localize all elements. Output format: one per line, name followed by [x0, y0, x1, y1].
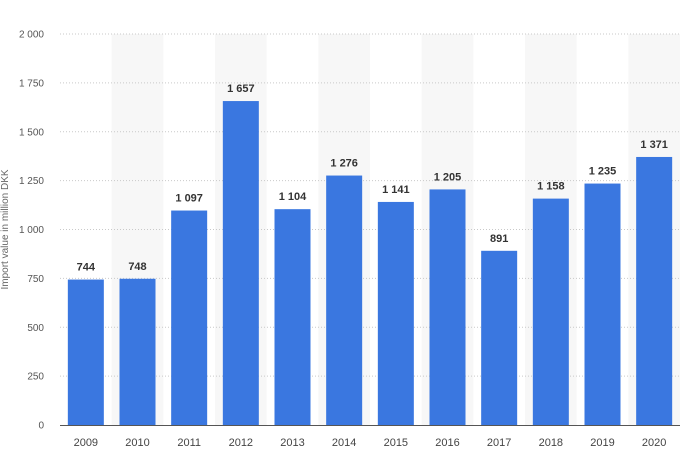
y-tick-label: 1 000	[19, 225, 44, 236]
data-labels: 744 748 1 097 1 657 1 104 1 276 1 141 1 205 891 1…	[77, 83, 668, 273]
data-label-2017: 891	[490, 233, 508, 245]
data-label-2018: 1 158	[537, 181, 565, 193]
x-tick-label-2010: 2010	[125, 437, 149, 449]
bar-2018	[532, 198, 569, 425]
bar-2009	[67, 279, 104, 425]
x-tick-label-2020: 2020	[642, 437, 666, 449]
data-label-2009: 744	[77, 262, 96, 274]
y-axis-label: Import value in million DKK	[0, 169, 11, 289]
y-tick-label: 500	[27, 323, 44, 334]
data-label-2013: 1 104	[279, 191, 307, 203]
gridlines	[60, 33, 680, 377]
y-tick-label: 1 500	[19, 127, 44, 138]
bar-2013	[274, 209, 311, 425]
x-tick-label-2014: 2014	[332, 437, 356, 449]
data-label-2010: 748	[128, 261, 146, 273]
x-tick-label-2011: 2011	[177, 437, 201, 449]
bar-2017	[481, 250, 518, 425]
x-tick-label-2019: 2019	[590, 437, 614, 449]
data-label-2019: 1 235	[589, 166, 617, 178]
x-tick-label-2012: 2012	[229, 437, 253, 449]
data-label-2015: 1 141	[382, 184, 410, 196]
x-tick-label-2016: 2016	[435, 437, 459, 449]
x-tick-label-2013: 2013	[280, 437, 304, 449]
bar-2016	[429, 189, 466, 425]
bar-2020	[636, 156, 673, 426]
data-label-2012: 1 657	[227, 83, 255, 95]
bar-2012	[222, 101, 259, 425]
data-label-2011: 1 097	[175, 193, 203, 205]
y-tick-label: 750	[27, 274, 44, 285]
y-tick-label: 0	[38, 421, 44, 432]
x-tick-label-2009: 2009	[74, 437, 98, 449]
bar-2019	[584, 183, 621, 425]
y-axis-ticks: 0 250 500 750 1 000 1 250 1 500 1 750 2 000	[19, 30, 44, 432]
y-tick-label: 1 250	[19, 176, 44, 187]
x-axis-ticks: 2009 2010 2011 2012 2013 2014 2015 2016 2017 2018…	[74, 437, 667, 449]
x-tick-label-2017: 2017	[487, 437, 511, 449]
x-tick-label-2015: 2015	[384, 437, 408, 449]
bar-2014	[326, 175, 363, 425]
data-label-2014: 1 276	[330, 158, 358, 170]
data-label-2020: 1 371	[640, 139, 668, 151]
data-label-2016: 1 205	[434, 171, 462, 183]
bars	[67, 101, 673, 426]
y-tick-label: 1 750	[19, 78, 44, 89]
bar-2010	[119, 278, 156, 425]
x-tick-label-2018: 2018	[539, 437, 563, 449]
bar-2011	[171, 210, 208, 425]
y-tick-label: 250	[27, 372, 44, 383]
y-tick-label: 2 000	[19, 30, 44, 41]
bar-2015	[377, 201, 414, 425]
